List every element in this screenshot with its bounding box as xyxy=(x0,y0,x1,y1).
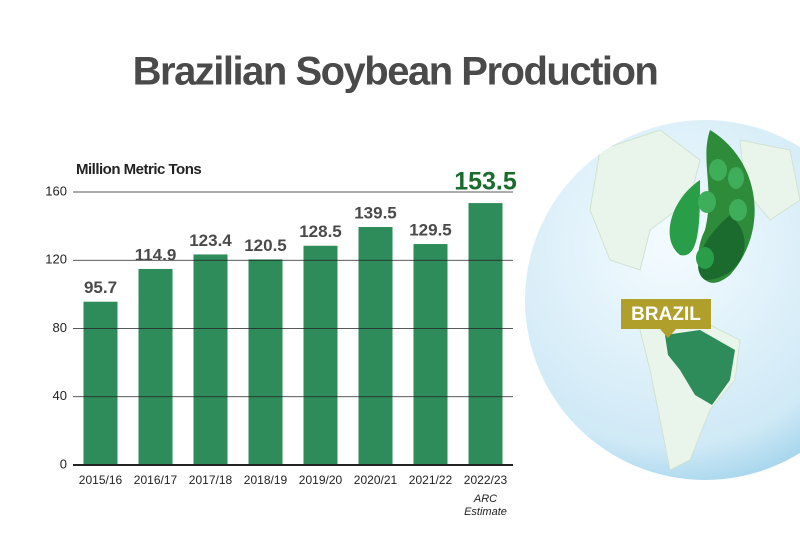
value-label: 114.9 xyxy=(135,245,177,264)
bar xyxy=(358,226,393,465)
x-tick-label: 2022/23 xyxy=(464,473,508,487)
bar xyxy=(193,254,228,465)
x-tick-label: 2017/18 xyxy=(189,473,233,487)
bar xyxy=(303,245,338,465)
value-label: 129.5 xyxy=(409,221,452,240)
bar xyxy=(138,268,173,465)
y-tick-label: 40 xyxy=(53,388,67,403)
map-label-box xyxy=(621,299,711,329)
bar xyxy=(413,244,448,465)
bar xyxy=(248,259,283,465)
value-label: 123.4 xyxy=(189,231,232,250)
y-axis-label: Million Metric Tons xyxy=(76,161,201,178)
bar xyxy=(83,301,118,465)
highlight-value-label: 153.5 xyxy=(454,168,517,196)
value-label: 120.5 xyxy=(244,236,287,255)
x-tick-label: 2021/22 xyxy=(409,473,453,487)
x-tick-label: 2019/20 xyxy=(299,473,343,487)
bar xyxy=(468,203,503,465)
x-tick-label: 2015/16 xyxy=(79,473,123,487)
y-tick-label: 160 xyxy=(45,183,67,198)
annotation: ARC xyxy=(473,493,497,505)
y-tick-label: 120 xyxy=(45,252,67,267)
map-label: BRAZIL xyxy=(631,304,701,325)
x-tick-label: 2018/19 xyxy=(244,473,288,487)
y-tick-label: 0 xyxy=(60,456,67,471)
x-tick-label: 2020/21 xyxy=(354,473,398,487)
soy-pod xyxy=(669,130,755,283)
value-label: 128.5 xyxy=(299,222,342,241)
annotation: Estimate xyxy=(464,506,507,518)
value-label: 139.5 xyxy=(354,203,397,222)
x-tick-label: 2016/17 xyxy=(134,473,178,487)
value-label: 95.7 xyxy=(84,278,117,297)
map-label-pointer xyxy=(660,329,676,338)
chart-title: Brazilian Soybean Production xyxy=(133,50,658,94)
y-tick-label: 80 xyxy=(53,320,67,335)
